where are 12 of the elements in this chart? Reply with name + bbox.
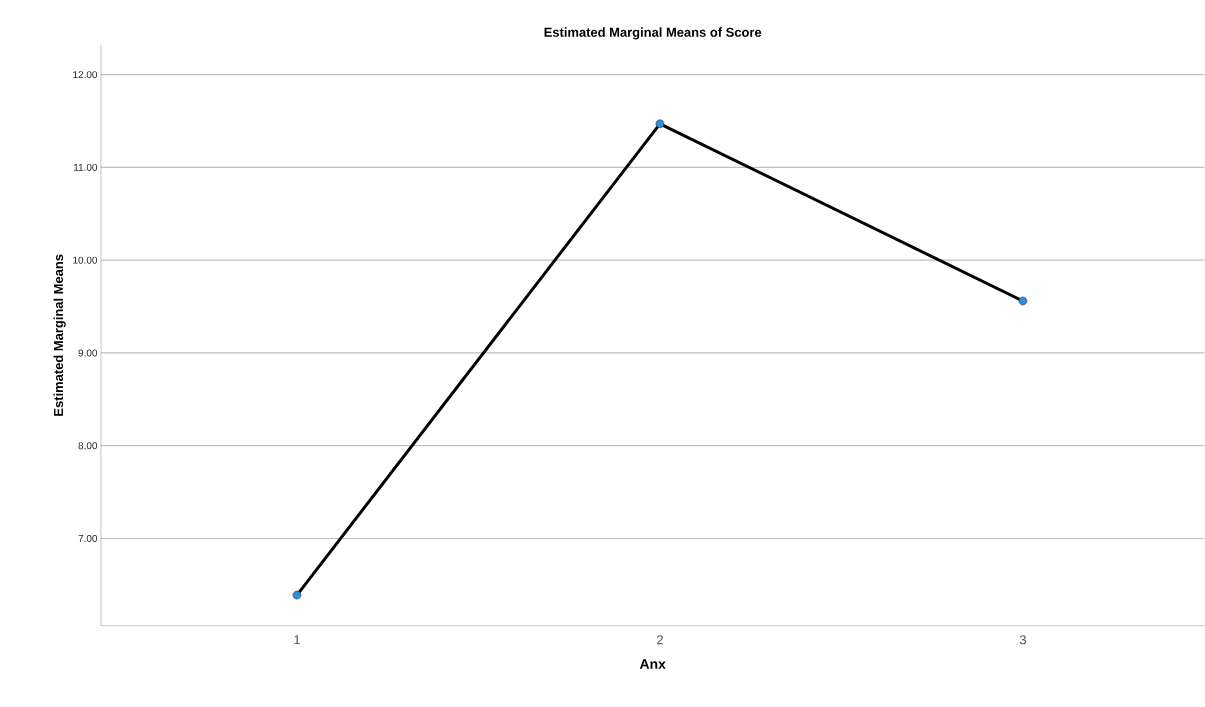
x-tick-label: 2 (657, 635, 663, 645)
y-tick-label: 8.00 (78, 442, 98, 450)
y-tick-label: 10.00 (73, 256, 98, 264)
y-tick-label: 11.00 (74, 164, 98, 172)
x-tick-label: 1 (294, 635, 300, 645)
x-axis-title: Anx (639, 659, 666, 669)
y-tick-label: 7.00 (78, 535, 98, 543)
y-tick-label: 12.00 (73, 71, 98, 79)
x-tick-label: 3 (1019, 635, 1026, 645)
y-axis-title: Estimated Marginal Means (53, 254, 66, 416)
chart-title: Estimated Marginal Means of Score (544, 27, 762, 40)
y-tick-label: 9.00 (78, 349, 98, 357)
